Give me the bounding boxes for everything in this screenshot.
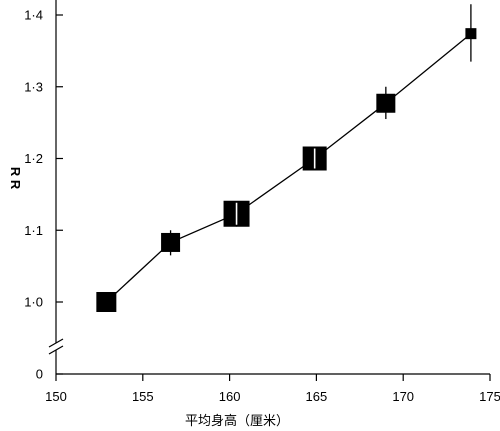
y-tick-label: 1·0 xyxy=(24,295,43,310)
y-tick-label: 1·4 xyxy=(24,8,43,23)
x-tick-label: 150 xyxy=(45,389,67,404)
y-axis-label: R R xyxy=(8,167,23,190)
x-tick-label: 170 xyxy=(392,389,414,404)
point-marker xyxy=(161,232,181,252)
trend-line xyxy=(105,33,472,303)
x-axis-label: 平均身高（厘米） xyxy=(185,413,289,428)
y-tick-label: 1·3 xyxy=(24,79,43,94)
y-tick-label: 1·2 xyxy=(24,151,43,166)
x-tick-label: 155 xyxy=(132,389,154,404)
point-marker xyxy=(96,292,117,312)
x-tick-label: 175 xyxy=(479,389,500,404)
axis-break-mark xyxy=(48,338,64,348)
y-tick-label: 0 xyxy=(36,367,43,382)
x-tick-label: 160 xyxy=(219,389,241,404)
point-marker xyxy=(465,28,477,40)
x-tick-label: 165 xyxy=(306,389,328,404)
y-tick-label: 1·1 xyxy=(24,223,43,238)
data-marks xyxy=(96,4,477,312)
axes xyxy=(48,0,490,375)
axis-break-mark xyxy=(48,345,64,355)
point-marker xyxy=(376,93,396,113)
